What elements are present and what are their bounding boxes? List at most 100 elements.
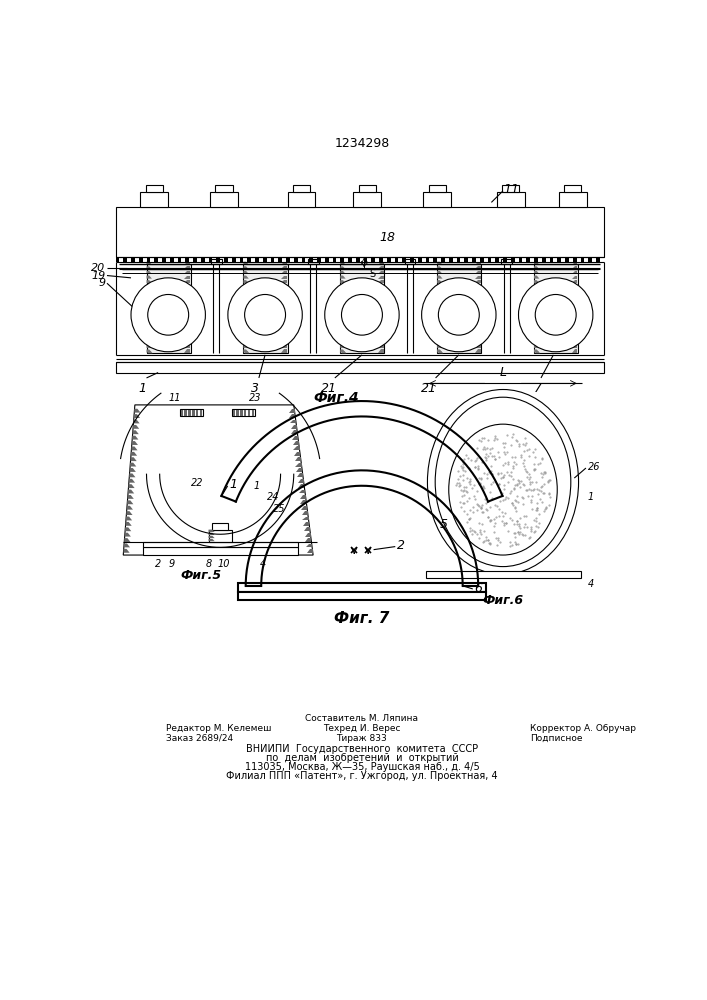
Polygon shape xyxy=(572,336,578,339)
Polygon shape xyxy=(340,280,346,283)
Polygon shape xyxy=(438,351,443,353)
Polygon shape xyxy=(185,336,190,339)
Polygon shape xyxy=(340,262,346,265)
Polygon shape xyxy=(475,276,481,279)
Polygon shape xyxy=(340,289,346,292)
Polygon shape xyxy=(302,511,308,515)
Polygon shape xyxy=(303,522,310,526)
Text: 5: 5 xyxy=(440,518,448,531)
Polygon shape xyxy=(127,500,134,504)
Ellipse shape xyxy=(428,389,578,574)
Polygon shape xyxy=(437,294,443,297)
Bar xyxy=(180,409,203,416)
Polygon shape xyxy=(437,336,443,339)
Polygon shape xyxy=(245,351,250,353)
Polygon shape xyxy=(281,336,287,339)
Polygon shape xyxy=(185,331,190,334)
Polygon shape xyxy=(243,322,249,325)
Bar xyxy=(497,192,525,207)
Polygon shape xyxy=(146,308,152,311)
Polygon shape xyxy=(437,303,443,306)
Polygon shape xyxy=(510,257,515,262)
Polygon shape xyxy=(340,326,346,329)
Polygon shape xyxy=(124,549,129,553)
Polygon shape xyxy=(534,322,539,325)
Polygon shape xyxy=(303,517,309,520)
Text: Фиг.5: Фиг.5 xyxy=(180,569,221,582)
Polygon shape xyxy=(572,271,578,274)
Text: Фиг. 7: Фиг. 7 xyxy=(334,611,390,626)
Polygon shape xyxy=(281,285,287,288)
Polygon shape xyxy=(572,340,578,343)
Polygon shape xyxy=(243,303,249,306)
Polygon shape xyxy=(298,479,304,483)
Polygon shape xyxy=(281,345,287,348)
Circle shape xyxy=(325,278,399,352)
Polygon shape xyxy=(281,308,287,311)
Text: 3: 3 xyxy=(251,382,259,395)
Polygon shape xyxy=(542,257,546,262)
Polygon shape xyxy=(185,285,190,288)
Bar xyxy=(308,259,319,264)
Polygon shape xyxy=(340,276,346,279)
Polygon shape xyxy=(132,436,139,440)
Polygon shape xyxy=(572,317,578,320)
Polygon shape xyxy=(437,276,443,279)
Polygon shape xyxy=(281,294,287,297)
Polygon shape xyxy=(288,409,295,413)
Polygon shape xyxy=(146,349,152,353)
Polygon shape xyxy=(209,536,215,538)
Bar xyxy=(502,185,519,192)
Polygon shape xyxy=(281,276,287,279)
Polygon shape xyxy=(292,436,298,440)
Text: 26: 26 xyxy=(588,462,600,472)
Polygon shape xyxy=(201,257,204,262)
Polygon shape xyxy=(557,257,561,262)
Polygon shape xyxy=(534,326,539,329)
Polygon shape xyxy=(475,280,481,283)
Polygon shape xyxy=(243,312,249,316)
Polygon shape xyxy=(243,289,249,292)
Polygon shape xyxy=(300,495,306,499)
Polygon shape xyxy=(340,303,346,306)
Text: 4: 4 xyxy=(588,579,594,589)
Bar xyxy=(146,185,163,192)
Polygon shape xyxy=(378,322,384,325)
Polygon shape xyxy=(244,410,247,416)
Polygon shape xyxy=(572,349,578,353)
Polygon shape xyxy=(325,257,329,262)
Polygon shape xyxy=(341,351,346,353)
Polygon shape xyxy=(534,349,539,353)
Text: 1: 1 xyxy=(253,481,259,491)
Polygon shape xyxy=(243,317,249,320)
Polygon shape xyxy=(475,326,481,329)
Polygon shape xyxy=(437,289,443,292)
Polygon shape xyxy=(146,340,152,343)
Polygon shape xyxy=(162,257,166,262)
Polygon shape xyxy=(128,490,134,493)
Text: 2: 2 xyxy=(397,539,405,552)
Polygon shape xyxy=(340,340,346,343)
Polygon shape xyxy=(185,276,190,279)
Polygon shape xyxy=(240,410,243,416)
Polygon shape xyxy=(185,271,190,274)
Polygon shape xyxy=(437,317,443,320)
Polygon shape xyxy=(185,317,190,320)
Polygon shape xyxy=(572,326,578,329)
Polygon shape xyxy=(378,276,384,279)
Polygon shape xyxy=(185,299,190,302)
Polygon shape xyxy=(304,527,310,531)
Polygon shape xyxy=(549,257,554,262)
Polygon shape xyxy=(243,308,249,311)
Polygon shape xyxy=(378,294,384,297)
Polygon shape xyxy=(185,262,190,265)
Polygon shape xyxy=(572,331,578,334)
Text: S: S xyxy=(369,269,375,279)
Text: 1234298: 1234298 xyxy=(334,137,390,150)
Text: 21: 21 xyxy=(321,382,337,395)
Polygon shape xyxy=(209,257,212,262)
Polygon shape xyxy=(457,257,460,262)
Polygon shape xyxy=(298,484,305,488)
Polygon shape xyxy=(192,410,194,416)
Circle shape xyxy=(228,278,303,352)
